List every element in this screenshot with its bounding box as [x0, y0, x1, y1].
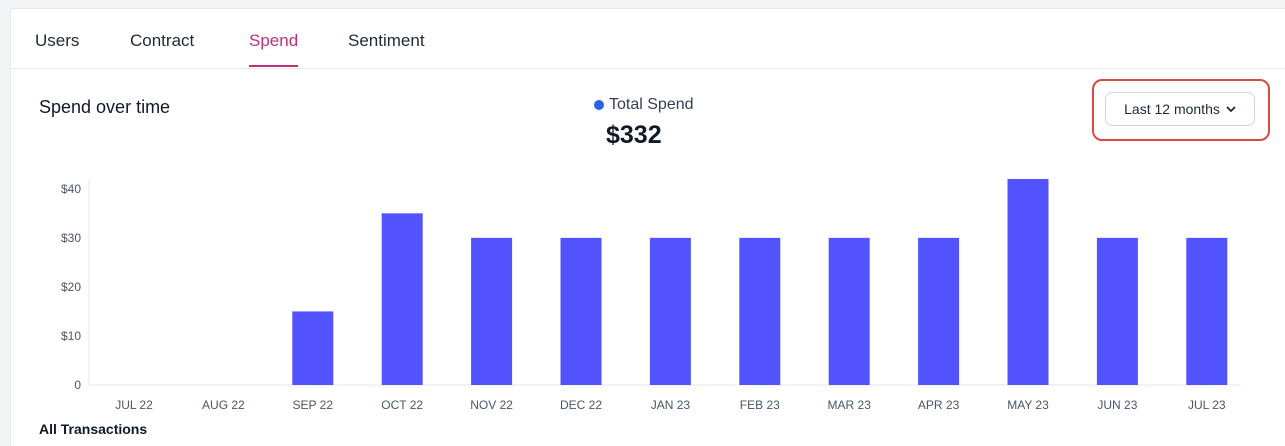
bar-oct-22[interactable] [381, 213, 423, 385]
y-tick-label: $20 [61, 280, 81, 294]
bar-may-23[interactable] [1007, 179, 1049, 385]
legend-dot [594, 100, 604, 110]
x-tick-label: OCT 22 [381, 398, 423, 409]
tab-contract[interactable]: Contract [130, 31, 195, 50]
bar-nov-22[interactable] [471, 237, 513, 385]
bar-jun-23[interactable] [1096, 237, 1138, 385]
x-tick-label: MAY 23 [1007, 398, 1049, 409]
chevron-down-icon [1226, 104, 1236, 116]
tab-bar: Users Contract Spend Sentiment [11, 9, 1285, 69]
y-tick-label: $30 [61, 231, 81, 245]
x-tick-label: JUL 23 [1188, 398, 1226, 409]
y-tick-label: $10 [61, 329, 81, 343]
x-tick-label: NOV 22 [470, 398, 513, 409]
chart-legend: Total Spend [594, 96, 694, 114]
y-tick-label: 0 [74, 378, 81, 392]
bar-mar-23[interactable] [828, 237, 870, 385]
bar-feb-23[interactable] [739, 237, 781, 385]
x-tick-label: DEC 22 [560, 398, 602, 409]
spend-panel: Users Contract Spend Sentiment Spend ove… [10, 8, 1285, 446]
x-tick-label: SEP 22 [293, 398, 334, 409]
x-tick-label: FEB 23 [740, 398, 780, 409]
x-tick-label: JUL 22 [115, 398, 153, 409]
all-transactions-heading: All Transactions [39, 421, 148, 437]
tab-users[interactable]: Users [35, 31, 80, 50]
range-selector-label: Last 12 months [1124, 101, 1220, 117]
tab-spend[interactable]: Spend [249, 31, 299, 67]
bar-apr-23[interactable] [918, 237, 960, 385]
x-tick-label: APR 23 [918, 398, 960, 409]
bar-jan-23[interactable] [649, 237, 691, 385]
spend-bar-chart: 0 $10 $20 $30 $40 JUL 22 AUG 22 SEP 22 OCT 22 NOV… [61, 179, 1241, 409]
bar-sep-22[interactable] [292, 311, 334, 385]
range-selector-dropdown[interactable]: Last 12 months [1105, 92, 1255, 126]
y-tick-label: $40 [61, 182, 81, 196]
x-tick-label: JAN 23 [651, 398, 691, 409]
chart-title: Spend over time [39, 97, 171, 117]
bar-jul-23[interactable] [1186, 237, 1228, 385]
total-spend-value: $332 [606, 121, 662, 149]
range-selector-highlight [1092, 79, 1270, 141]
x-tick-label: MAR 23 [828, 398, 872, 409]
x-tick-label: JUN 23 [1097, 398, 1137, 409]
x-tick-label: AUG 22 [202, 398, 245, 409]
tab-sentiment[interactable]: Sentiment [348, 31, 425, 50]
bar-dec-22[interactable] [560, 237, 602, 385]
legend-label: Total Spend [609, 96, 694, 113]
